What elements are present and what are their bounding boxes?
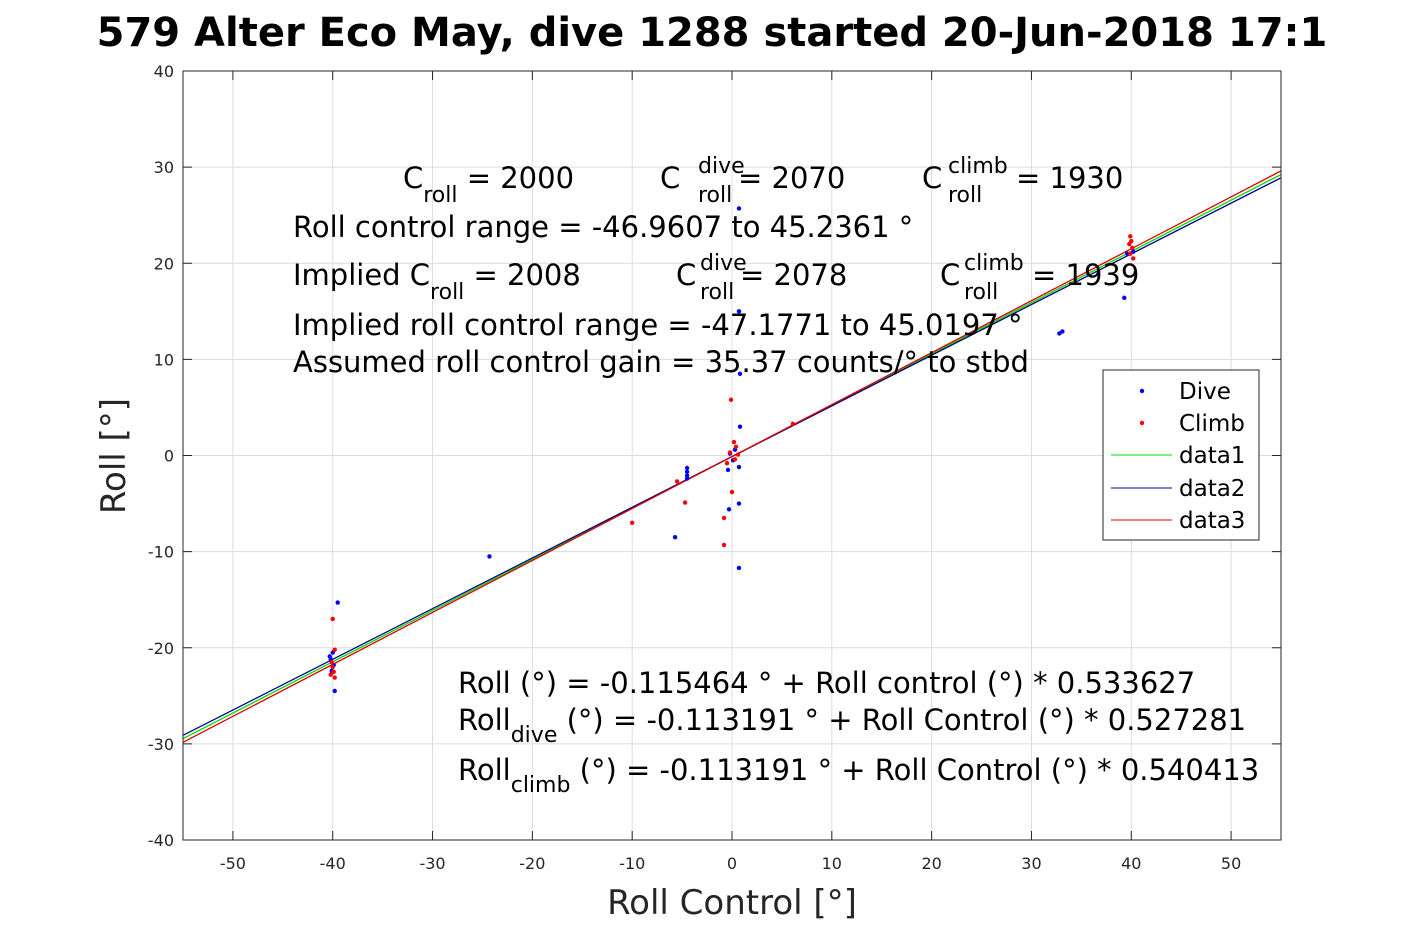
x-tick-label: -40 [320, 854, 346, 873]
data-point-dive [332, 688, 337, 694]
anno-fit-climb: Rollclimb (°) = -0.113191 ° + Roll Contr… [458, 753, 1259, 798]
fit-line-data3 [182, 170, 1282, 743]
x-tick-label: 40 [1121, 854, 1141, 873]
y-tick-label: -20 [148, 639, 174, 658]
data-point-climb [735, 452, 741, 457]
x-tick-label: 20 [921, 854, 941, 873]
anno-gain: Assumed roll control gain = 35.37 counts… [293, 345, 1029, 379]
anno-implied-c-roll: Implied Croll = 2008 [293, 258, 581, 305]
data-point-dive [737, 424, 743, 429]
data-point-climb [727, 450, 733, 455]
data-point-climb [328, 672, 333, 677]
data-point-dive [726, 507, 732, 512]
x-tick-label: -50 [220, 854, 246, 873]
data-point-dive [737, 371, 743, 376]
anno-c-roll-dive: C dive roll = 2070 [660, 146, 845, 209]
data-point-climb [1130, 245, 1135, 251]
x-tick-label: 10 [822, 854, 842, 873]
y-axis-label: Roll [°] [94, 398, 134, 514]
data-point-climb [332, 675, 337, 680]
y-tick-label: -10 [148, 543, 174, 562]
anno-fit: Roll (°) = -0.115464 ° + Roll control (°… [458, 666, 1195, 700]
legend-label-data1: data1 [1179, 443, 1245, 469]
data-point-climb [332, 647, 337, 652]
data-point-climb [682, 500, 688, 505]
legend-label-dive: Dive [1179, 379, 1231, 405]
data-point-climb [330, 664, 335, 670]
chart-title: 579 Alter Eco May, dive 1288 started 20-… [97, 10, 1328, 56]
anno-implied-c-roll-climb: C climb roll = 1939 [940, 243, 1139, 306]
x-tick-label: -20 [519, 854, 545, 873]
legend: Dive Climb data1 data2 data3 [1102, 369, 1260, 541]
y-tick-label: -40 [148, 831, 174, 850]
data-point-dive [335, 600, 340, 605]
y-tick-label: -30 [148, 735, 174, 754]
data-point-dive [736, 464, 742, 470]
data-point-dive [736, 309, 742, 314]
data-point-climb [674, 479, 680, 484]
legend-label-data2: data2 [1179, 476, 1245, 502]
data-point-dive [1060, 329, 1065, 334]
axis-ticks: -50 -40 -30 -20 -10 0 10 20 30 40 50 -40 -30 -20 -10 0 1… [148, 62, 1281, 873]
anno-fit-dive: Rolldive (°) = -0.113191 ° + Roll Contro… [458, 703, 1246, 748]
data-point-dive [684, 476, 690, 481]
data-points [327, 206, 1136, 694]
data-point-climb [728, 397, 734, 402]
data-point-dive [725, 467, 731, 473]
legend-label-climb: Climb [1179, 411, 1245, 437]
legend-marker-dive [1139, 388, 1145, 394]
y-tick-label: 40 [154, 62, 174, 81]
data-point-climb [721, 515, 727, 521]
anno-implied-c-roll-dive: C dive roll = 2078 [676, 243, 847, 306]
data-point-dive [736, 565, 742, 571]
y-tick-label: 30 [154, 158, 174, 177]
anno-implied-range: Implied roll control range = -47.1771 to… [293, 308, 1023, 342]
data-point-climb [733, 444, 739, 450]
data-point-dive [672, 535, 678, 540]
data-point-climb [731, 439, 737, 445]
data-point-climb [1131, 256, 1136, 261]
data-point-climb [724, 460, 730, 466]
data-point-dive [684, 465, 690, 471]
data-point-climb [732, 457, 738, 462]
data-point-climb [721, 542, 727, 548]
y-tick-label: 10 [154, 350, 174, 369]
anno-c-roll-climb: C climb roll = 1930 [922, 146, 1123, 209]
anno-c-roll: Croll = 2000 [403, 161, 574, 208]
data-point-dive [736, 206, 742, 211]
data-point-climb [330, 616, 335, 622]
y-tick-label: 20 [154, 254, 174, 273]
data-point-climb [329, 659, 334, 665]
data-point-dive [1122, 295, 1127, 301]
x-tick-label: 30 [1021, 854, 1041, 873]
annotations: Croll = 2000 C dive roll = 2070 C climb … [293, 146, 1259, 798]
x-tick-label: -30 [419, 854, 445, 873]
x-axis-label: Roll Control [°] [607, 883, 857, 923]
data-point-climb [729, 489, 735, 495]
data-point-climb [1127, 241, 1132, 247]
data-point-dive [487, 554, 492, 559]
data-point-dive [684, 469, 690, 475]
x-tick-label: -10 [619, 854, 645, 873]
data-point-climb [629, 520, 635, 525]
legend-label-data3: data3 [1179, 508, 1245, 534]
data-point-climb [1128, 234, 1133, 239]
y-tick-label: 0 [164, 447, 174, 466]
data-point-climb [790, 421, 796, 426]
legend-marker-climb [1139, 420, 1145, 426]
x-tick-label: 0 [727, 854, 737, 873]
anno-range: Roll control range = -46.9607 to 45.2361… [293, 210, 913, 244]
x-tick-label: 50 [1221, 854, 1241, 873]
data-point-climb [331, 669, 336, 674]
fit-lines [182, 170, 1282, 743]
data-point-dive [736, 501, 742, 506]
data-point-dive [327, 654, 332, 659]
data-point-climb [1128, 251, 1133, 256]
